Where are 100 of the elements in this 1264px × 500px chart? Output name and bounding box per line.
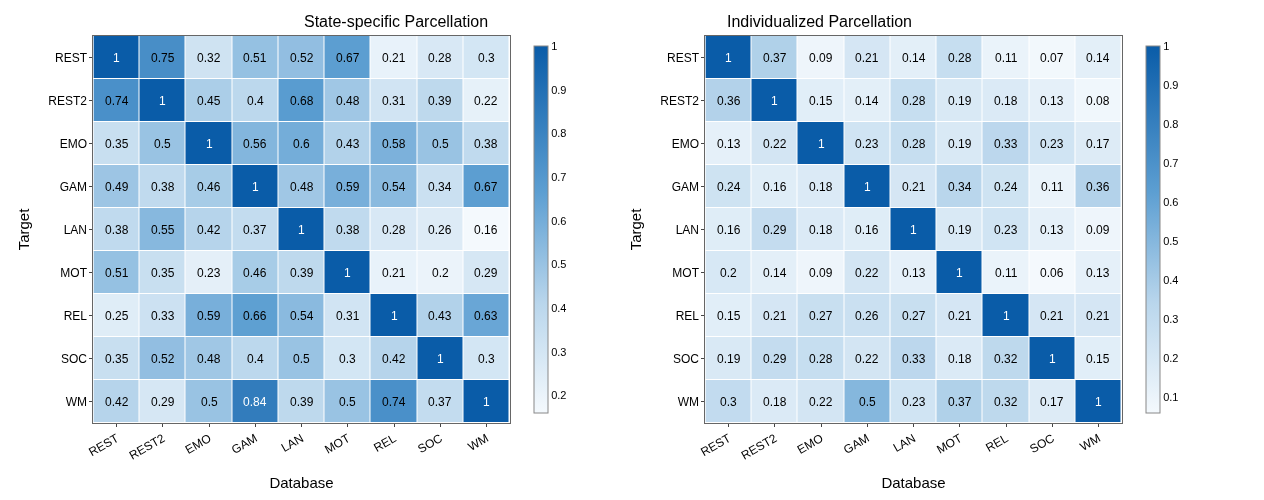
data-label: 0.16 — [855, 223, 879, 237]
x-tick-label: EMO — [182, 431, 214, 457]
data-label: 0.3 — [720, 395, 738, 409]
data-label: 0.23 — [994, 223, 1018, 237]
data-label: 0.51 — [105, 266, 129, 280]
data-label: 0.25 — [105, 309, 129, 323]
data-label: 0.06 — [1040, 266, 1064, 280]
chart-title: Individualized Parcellation — [727, 13, 912, 30]
data-label: 0.07 — [1040, 51, 1064, 65]
data-label: 0.38 — [474, 137, 498, 151]
y-tick-label: SOC — [61, 351, 88, 366]
data-label: 0.52 — [290, 51, 314, 65]
x-tick-label: REL — [371, 430, 399, 455]
color-bar-label: 0.2 — [1163, 352, 1179, 365]
data-label: 0.43 — [428, 309, 452, 323]
data-label: 0.17 — [1040, 395, 1064, 409]
data-label: 1 — [1049, 352, 1056, 366]
data-label: 0.3 — [478, 352, 496, 366]
data-label: 0.42 — [197, 223, 221, 237]
y-tick-label: REST — [55, 50, 88, 65]
data-label: 0.21 — [1086, 309, 1110, 323]
data-label: 0.21 — [382, 51, 406, 65]
color-bar-label: 0.9 — [1163, 78, 1179, 91]
data-label: 1 — [437, 352, 444, 366]
data-label: 0.21 — [855, 51, 879, 65]
data-label: 0.28 — [382, 223, 406, 237]
y-tick-label: EMO — [671, 136, 700, 151]
data-label: 0.15 — [717, 309, 741, 323]
data-label: 0.46 — [197, 180, 221, 194]
x-tick-label: WM — [1077, 431, 1103, 454]
y-tick-label: REST2 — [660, 93, 700, 108]
y-axis-title: Target — [14, 207, 32, 251]
data-label: 0.46 — [243, 266, 267, 280]
data-label: 0.29 — [763, 223, 787, 237]
data-label: 0.33 — [994, 137, 1018, 151]
data-label: 0.49 — [105, 180, 129, 194]
color-bar-label: 0.2 — [551, 389, 567, 402]
data-label: 1 — [344, 266, 351, 280]
x-tick-label: REL — [983, 430, 1011, 455]
data-label: 0.26 — [855, 309, 879, 323]
y-tick-label: REL — [675, 308, 700, 323]
data-label: 0.11 — [995, 266, 1018, 280]
data-label: 0.39 — [290, 395, 314, 409]
color-bar-label: 0.3 — [1163, 313, 1179, 326]
y-tick-label: LAN — [675, 222, 700, 237]
data-label: 1 — [159, 94, 166, 108]
data-label: 0.17 — [1086, 137, 1110, 151]
data-label: 0.15 — [809, 94, 833, 108]
data-label: 0.21 — [382, 266, 406, 280]
data-label: 0.2 — [720, 266, 738, 280]
data-label: 0.36 — [717, 94, 741, 108]
data-label: 1 — [771, 94, 778, 108]
data-label: 0.28 — [948, 51, 972, 65]
data-label: 0.18 — [994, 94, 1018, 108]
data-label: 0.16 — [474, 223, 498, 237]
data-label: 0.34 — [428, 180, 452, 194]
data-label: 0.18 — [809, 223, 833, 237]
x-axis-title: Database — [881, 473, 946, 491]
data-label: 0.35 — [105, 352, 129, 366]
y-tick-label: REST — [667, 50, 700, 65]
data-label: 0.37 — [428, 395, 452, 409]
data-label: 0.29 — [763, 352, 787, 366]
data-label: 0.22 — [763, 137, 787, 151]
data-label: 1 — [818, 137, 825, 151]
data-label: 1 — [252, 180, 259, 194]
color-bar-label: 0.8 — [1163, 117, 1179, 130]
data-label: 0.54 — [290, 309, 314, 323]
data-label: 0.3 — [478, 51, 496, 65]
data-label: 0.5 — [201, 395, 219, 409]
data-label: 0.31 — [336, 309, 360, 323]
data-label: 1 — [483, 395, 490, 409]
data-label: 0.63 — [474, 309, 498, 323]
data-label: 0.4 — [247, 94, 265, 108]
data-label: 0.74 — [382, 395, 406, 409]
y-tick-label: WM — [65, 394, 88, 409]
data-label: 0.48 — [336, 94, 360, 108]
data-label: 0.34 — [948, 180, 972, 194]
data-label: 0.28 — [428, 51, 452, 65]
data-label: 0.31 — [382, 94, 406, 108]
color-bar-label: 0.5 — [551, 258, 567, 271]
chart-title: State-specific Parcellation — [304, 13, 489, 30]
x-tick-label: SOC — [1027, 430, 1058, 457]
y-tick-label: REL — [63, 308, 88, 323]
data-label: 0.84 — [243, 395, 267, 409]
data-label: 0.22 — [809, 395, 833, 409]
data-label: 0.21 — [902, 180, 926, 194]
color-bar-label: 0.6 — [551, 214, 567, 227]
data-label: 1 — [391, 309, 398, 323]
data-label: 0.26 — [428, 223, 452, 237]
data-label: 0.68 — [290, 94, 314, 108]
data-label: 0.13 — [717, 137, 741, 151]
data-label: 0.55 — [151, 223, 175, 237]
data-label: 0.14 — [855, 94, 879, 108]
data-label: 0.56 — [243, 137, 267, 151]
color-bar-label: 0.9 — [551, 83, 567, 96]
color-bar-label: 0.7 — [551, 170, 567, 183]
data-label: 0.11 — [1041, 180, 1064, 194]
data-label: 0.54 — [382, 180, 406, 194]
data-label: 0.23 — [1040, 137, 1064, 151]
y-tick-label: REST2 — [48, 93, 88, 108]
